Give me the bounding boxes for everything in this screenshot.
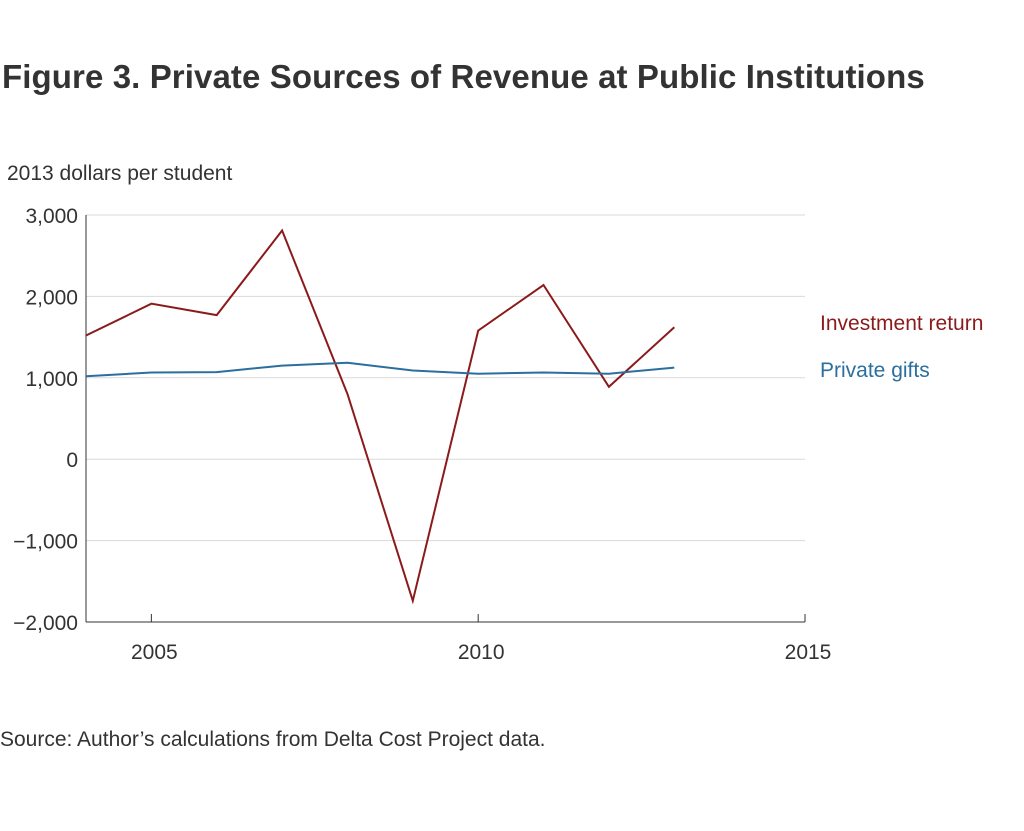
x-tick-label: 2015 bbox=[785, 641, 832, 664]
legend-label-private-gifts: Private gifts bbox=[820, 359, 930, 382]
grid-lines bbox=[86, 214, 805, 542]
series-lines bbox=[85, 228, 675, 605]
y-tick-label: −1,000 bbox=[13, 531, 78, 554]
tick-labels: −2,000 −1,000 0 1,000 2,000 3,000 2005 2010 2015 bbox=[13, 205, 831, 664]
y-tick-label: 0 bbox=[66, 449, 78, 472]
source-note: Source: Author’s calculations from Delta… bbox=[0, 728, 546, 751]
legend-label-investment-return: Investment return bbox=[820, 312, 983, 335]
y-tick-label: 1,000 bbox=[25, 368, 78, 391]
y-tick-label: 3,000 bbox=[25, 205, 78, 228]
series-line-investment-return bbox=[85, 228, 675, 605]
x-tick-label: 2010 bbox=[458, 641, 505, 664]
chart-title: Figure 3. Private Sources of Revenue at … bbox=[2, 58, 925, 95]
y-tick-label: −2,000 bbox=[13, 612, 78, 635]
legend: Investment return Private gifts bbox=[820, 312, 983, 382]
x-tick-label: 2005 bbox=[131, 641, 178, 664]
y-tick-label: 2,000 bbox=[25, 286, 78, 309]
series-line-private-gifts bbox=[85, 361, 675, 378]
y-axis-label: 2013 dollars per student bbox=[7, 162, 232, 185]
axes bbox=[85, 215, 806, 623]
